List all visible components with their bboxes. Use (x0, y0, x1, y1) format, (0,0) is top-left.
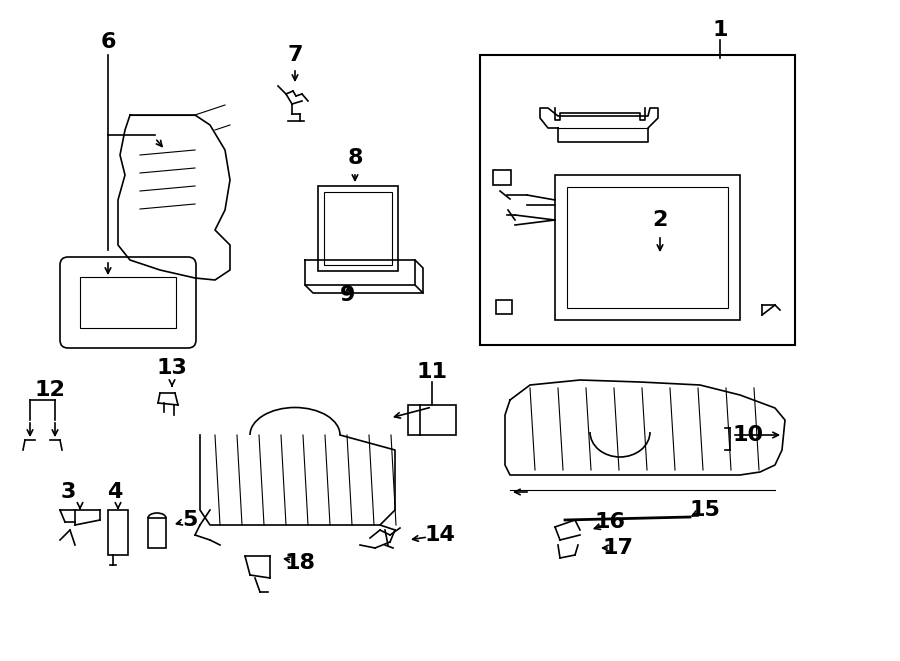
Text: 6: 6 (100, 32, 116, 52)
Text: 9: 9 (340, 285, 356, 305)
Text: 1: 1 (712, 20, 728, 40)
Bar (496, 300, 512, 314)
Text: 4: 4 (107, 482, 122, 502)
Bar (148, 518, 166, 548)
Bar (493, 170, 511, 185)
Text: 10: 10 (733, 425, 763, 445)
Text: 18: 18 (284, 553, 316, 573)
Bar (480, 55, 795, 345)
Text: 11: 11 (417, 362, 447, 382)
Bar (567, 187, 728, 308)
Bar (80, 277, 176, 328)
Text: 7: 7 (287, 45, 302, 65)
Text: 13: 13 (157, 358, 187, 378)
Text: 16: 16 (595, 512, 625, 532)
Bar (324, 192, 392, 265)
Bar (408, 405, 456, 435)
Text: 2: 2 (652, 210, 668, 230)
Bar (555, 175, 740, 320)
Text: 14: 14 (425, 525, 455, 545)
Text: 12: 12 (34, 380, 66, 400)
Bar (108, 510, 128, 555)
Text: 17: 17 (602, 538, 634, 558)
Text: 5: 5 (183, 510, 198, 530)
Text: 3: 3 (60, 482, 76, 502)
Text: 15: 15 (689, 500, 720, 520)
Text: 8: 8 (347, 148, 363, 168)
Bar (318, 186, 398, 271)
